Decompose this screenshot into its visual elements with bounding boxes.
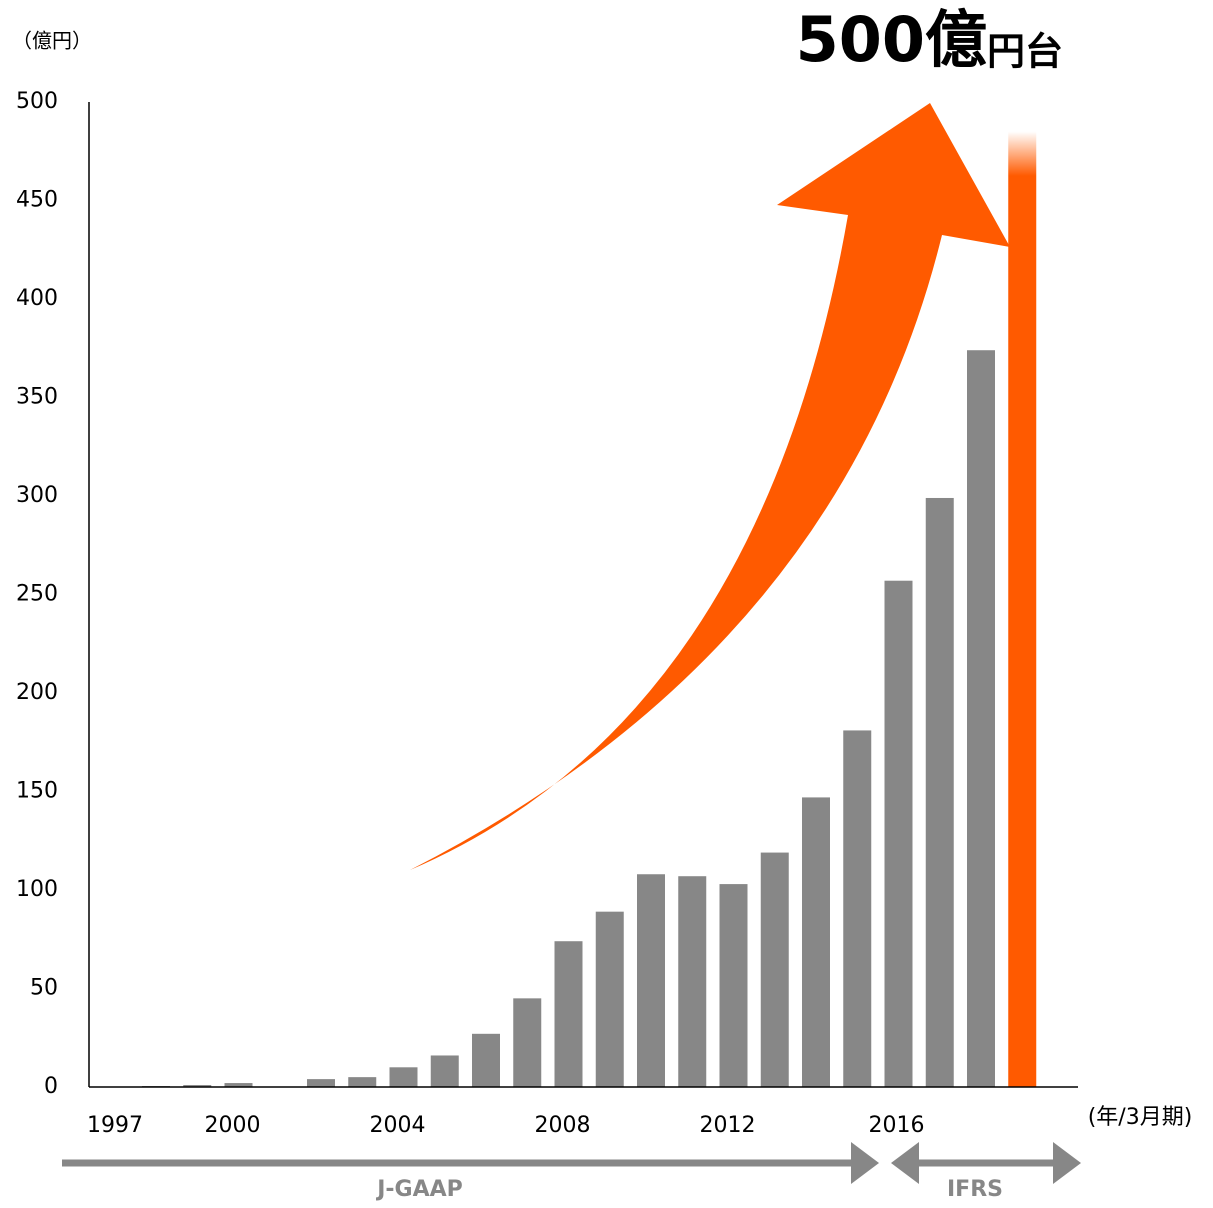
y-tick-label: 450 [16,188,58,213]
bar [719,884,748,1087]
y-tick-label: 0 [44,1074,58,1099]
x-tick-label: 1997 [87,1113,143,1138]
bar [802,797,830,1087]
bar [389,1067,418,1087]
period-label: J-GAAP [375,1177,463,1202]
bar [1008,102,1037,1087]
bar [430,1055,459,1087]
y-tick-label: 300 [16,483,58,508]
bar [183,1085,212,1087]
bar [678,876,707,1087]
x-unit-label: (年/3月期) [1088,1105,1193,1130]
x-tick-label: 2004 [370,1113,426,1138]
bar [348,1077,377,1087]
bar [595,911,624,1087]
chart-title: 500億 [796,3,987,76]
bar [967,350,995,1088]
bar [760,852,789,1087]
y-unit-label: （億円） [12,29,92,53]
y-tick-label: 50 [30,976,58,1001]
bar [843,730,872,1087]
y-tick-label: 150 [16,779,58,804]
bar [307,1079,335,1087]
y-tick-label: 200 [16,680,58,705]
y-tick-label: 500 [16,89,58,114]
bar [224,1083,253,1087]
period-label: IFRS [947,1177,1003,1202]
y-tick-label: 350 [16,385,58,410]
y-tick-label: 400 [16,286,58,311]
bar [884,580,913,1087]
growth-arrow [410,103,1010,870]
bar [472,1033,500,1087]
y-tick-label: 250 [16,582,58,607]
chart-title-suffix: 円台 [987,30,1063,74]
y-tick-label: 100 [16,877,58,902]
x-tick-label: 2016 [869,1113,925,1138]
bar [925,497,954,1088]
x-tick-label: 2012 [700,1113,756,1138]
x-tick-label: 2000 [205,1113,261,1138]
x-tick-label: 2008 [535,1113,591,1138]
bar [637,874,665,1087]
bar [554,941,583,1087]
bar [513,998,542,1087]
